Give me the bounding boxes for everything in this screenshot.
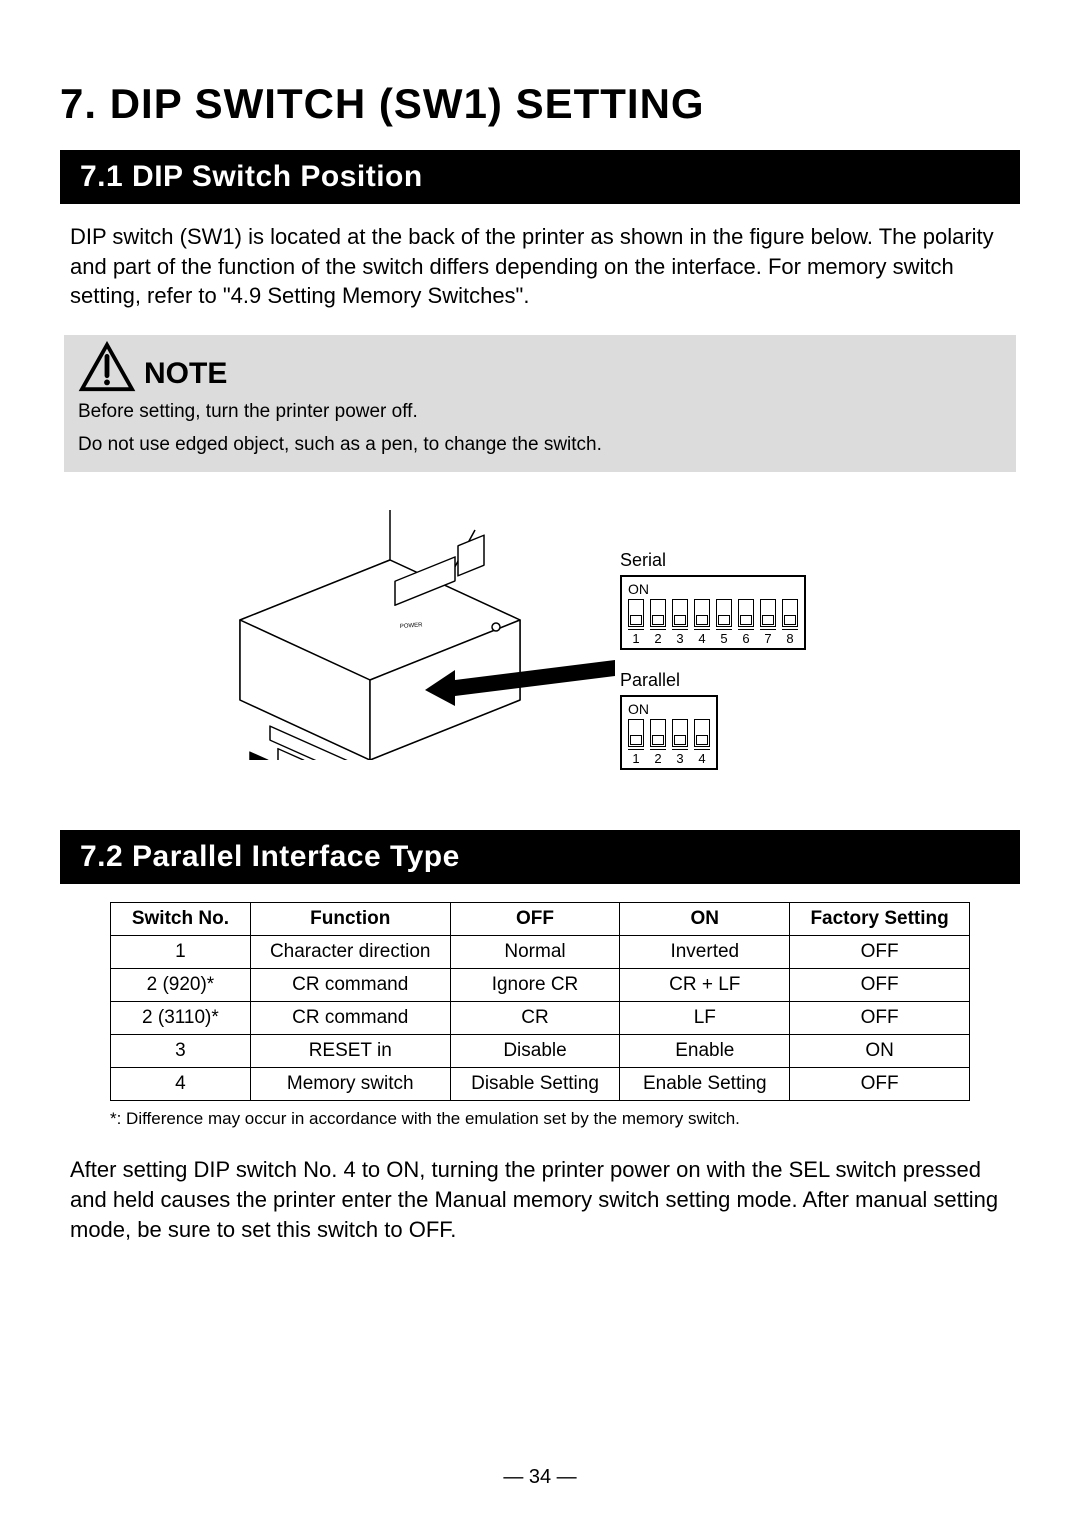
table-cell: CR — [450, 1002, 620, 1035]
parallel-dip-box: ON 1234 — [620, 695, 718, 770]
table-cell: Character direction — [250, 936, 450, 969]
table-row: 4Memory switchDisable SettingEnable Sett… — [111, 1068, 970, 1101]
dip-switch-3: 3 — [672, 599, 688, 646]
dip-diagrams: Serial ON 12345678 Parallel ON 1234 — [620, 550, 950, 790]
table-cell: OFF — [790, 1002, 970, 1035]
arrow-icon — [425, 640, 625, 710]
table-cell: Ignore CR — [450, 969, 620, 1002]
table-cell: 2 (920)* — [111, 969, 251, 1002]
table-cell: 4 — [111, 1068, 251, 1101]
table-cell: 1 — [111, 936, 251, 969]
table-cell: Memory switch — [250, 1068, 450, 1101]
table-cell: Enable — [620, 1035, 790, 1068]
dip-switch-7: 7 — [760, 599, 776, 646]
table-cell: CR command — [250, 1002, 450, 1035]
dip-switch-5: 5 — [716, 599, 732, 646]
table-cell: Enable Setting — [620, 1068, 790, 1101]
note-header: NOTE — [78, 335, 1002, 393]
dip-switch-1: 1 — [628, 719, 644, 766]
dip-number: 1 — [628, 629, 644, 646]
dip-switch-4: 4 — [694, 599, 710, 646]
parallel-on-label: ON — [628, 701, 710, 717]
table-cell: Normal — [450, 936, 620, 969]
warning-triangle-icon — [78, 341, 136, 393]
table-cell: OFF — [790, 936, 970, 969]
table-cell: LF — [620, 1002, 790, 1035]
table-cell: RESET in — [250, 1035, 450, 1068]
table-header: ON — [620, 903, 790, 936]
table-cell: Inverted — [620, 936, 790, 969]
parallel-interface-table: Switch No.FunctionOFFONFactory Setting 1… — [110, 902, 970, 1101]
dip-switch-8: 8 — [782, 599, 798, 646]
dip-switch-6: 6 — [738, 599, 754, 646]
dip-number: 1 — [628, 749, 644, 766]
dip-number: 7 — [760, 629, 776, 646]
dip-number: 5 — [716, 629, 732, 646]
table-row: 2 (920)*CR commandIgnore CRCR + LFOFF — [111, 969, 970, 1002]
note-text-2: Do not use edged object, such as a pen, … — [78, 432, 1002, 459]
section-7-2-body: After setting DIP switch No. 4 to ON, tu… — [70, 1155, 1010, 1244]
table-header: OFF — [450, 903, 620, 936]
table-header: Switch No. — [111, 903, 251, 936]
section-7-1-body: DIP switch (SW1) is located at the back … — [70, 222, 1010, 311]
table-cell: Disable — [450, 1035, 620, 1068]
table-footnote: *: Difference may occur in accordance wi… — [110, 1109, 970, 1129]
table-cell: 2 (3110)* — [111, 1002, 251, 1035]
figure-area: POWER Serial ON 12345678 Parallel ON 123… — [60, 500, 1020, 800]
table-cell: ON — [790, 1035, 970, 1068]
note-box: NOTE Before setting, turn the printer po… — [64, 335, 1016, 472]
table-cell: OFF — [790, 1068, 970, 1101]
serial-dip-box: ON 12345678 — [620, 575, 806, 650]
note-label: NOTE — [144, 357, 227, 391]
dip-switch-3: 3 — [672, 719, 688, 766]
dip-number: 3 — [672, 749, 688, 766]
chapter-title: 7. DIP SWITCH (SW1) SETTING — [60, 80, 1020, 128]
table-row: 1Character directionNormalInvertedOFF — [111, 936, 970, 969]
table-cell: 3 — [111, 1035, 251, 1068]
table-header: Function — [250, 903, 450, 936]
dip-number: 6 — [738, 629, 754, 646]
dip-switch-1: 1 — [628, 599, 644, 646]
table-cell: Disable Setting — [450, 1068, 620, 1101]
dip-number: 2 — [650, 629, 666, 646]
dip-number: 2 — [650, 749, 666, 766]
dip-number: 8 — [782, 629, 798, 646]
printer-diagram: POWER — [200, 500, 560, 760]
dip-number: 4 — [694, 749, 710, 766]
table-cell: CR command — [250, 969, 450, 1002]
table-cell: OFF — [790, 969, 970, 1002]
table-row: 3RESET inDisableEnableON — [111, 1035, 970, 1068]
parallel-label: Parallel — [620, 670, 950, 691]
dip-switch-4: 4 — [694, 719, 710, 766]
serial-label: Serial — [620, 550, 950, 571]
page-number: — 34 — — [0, 1466, 1080, 1489]
serial-on-label: ON — [628, 581, 798, 597]
section-heading-7-1: 7.1 DIP Switch Position — [60, 150, 1020, 204]
dip-number: 3 — [672, 629, 688, 646]
section-heading-7-2: 7.2 Parallel Interface Type — [60, 830, 1020, 884]
table-row: 2 (3110)*CR commandCRLFOFF — [111, 1002, 970, 1035]
dip-number: 4 — [694, 629, 710, 646]
table-header: Factory Setting — [790, 903, 970, 936]
note-text-1: Before setting, turn the printer power o… — [78, 399, 1002, 426]
dip-switch-2: 2 — [650, 599, 666, 646]
table-cell: CR + LF — [620, 969, 790, 1002]
dip-switch-2: 2 — [650, 719, 666, 766]
